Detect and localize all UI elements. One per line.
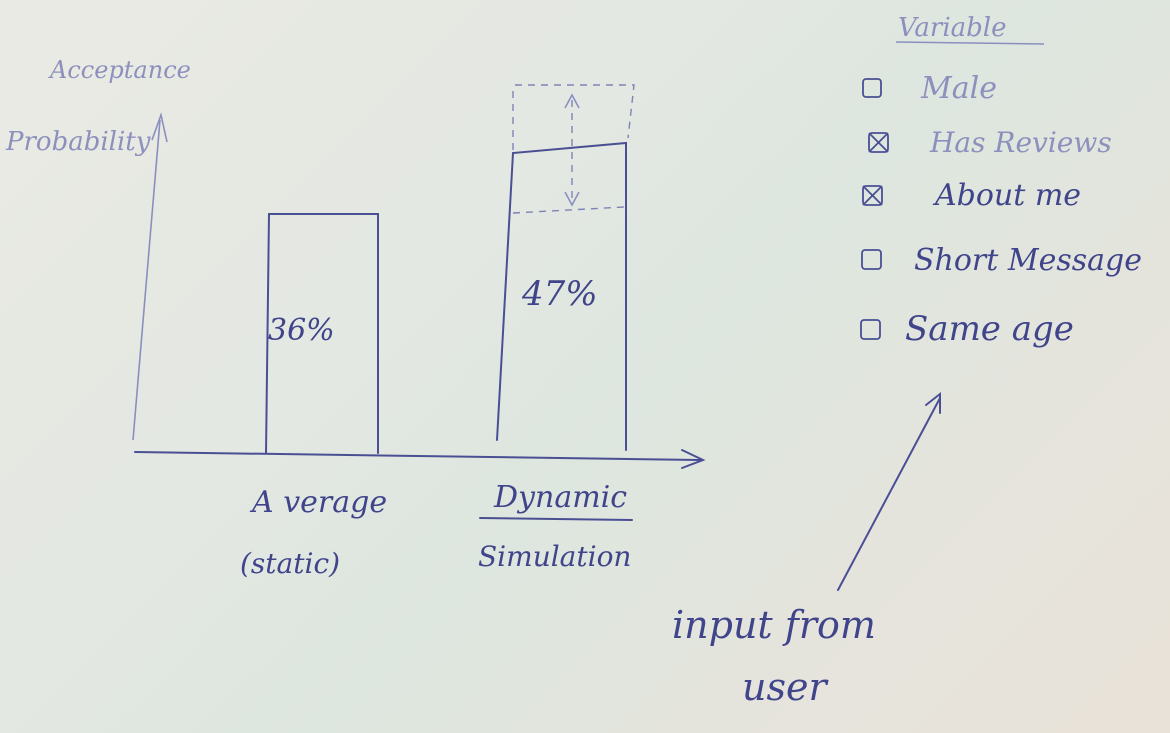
checkbox-male[interactable] [862,78,882,98]
variables-title: Variable [898,13,1006,43]
y-axis-label-top: Acceptance [48,56,191,84]
bar-dynamic [496,84,635,451]
checkbox-row-short-message[interactable]: Short Message [861,243,1142,278]
bar-average [265,213,379,454]
bar-dynamic-label-underline [479,517,633,521]
checkbox-label-male: Male [920,71,997,106]
checkbox-row-has-reviews[interactable]: Has Reviews [868,126,1112,159]
annotation-line1: input from [672,603,876,647]
checkbox-same-age[interactable] [860,319,881,340]
checkbox-label-short-message: Short Message [914,243,1142,278]
checkbox-label-has-reviews: Has Reviews [929,126,1112,159]
input-arrow [837,391,941,591]
bar-average-value: 36% [268,313,335,348]
checkbox-short-message[interactable] [861,249,882,270]
y-axis [132,112,168,441]
checkbox-label-same-age: Same age [905,309,1074,349]
checkbox-has-reviews-check-icon [868,132,889,153]
x-axis [134,449,706,469]
checkbox-label-about-me: About me [932,178,1081,213]
bar-dynamic-value: 47% [521,274,598,314]
y-axis-label-bottom: Probability [5,127,151,157]
bar-average-sublabel: (static) [240,547,340,580]
bar-dynamic-label: Dynamic [493,480,627,515]
bar-average-label: A verage [249,485,387,520]
annotation-line2: user [742,665,829,709]
bar-dynamic-sublabel: Simulation [478,540,631,573]
variables-title-underline [895,41,1045,45]
checkbox-row-male[interactable]: Male [862,71,997,106]
checkbox-row-same-age[interactable]: Same age [860,309,1074,349]
checkbox-about-me[interactable] [862,185,883,206]
checkbox-row-about-me[interactable]: About me [862,178,1081,213]
checkbox-has-reviews[interactable] [868,132,889,153]
checkbox-about-me-check-icon [862,185,883,206]
